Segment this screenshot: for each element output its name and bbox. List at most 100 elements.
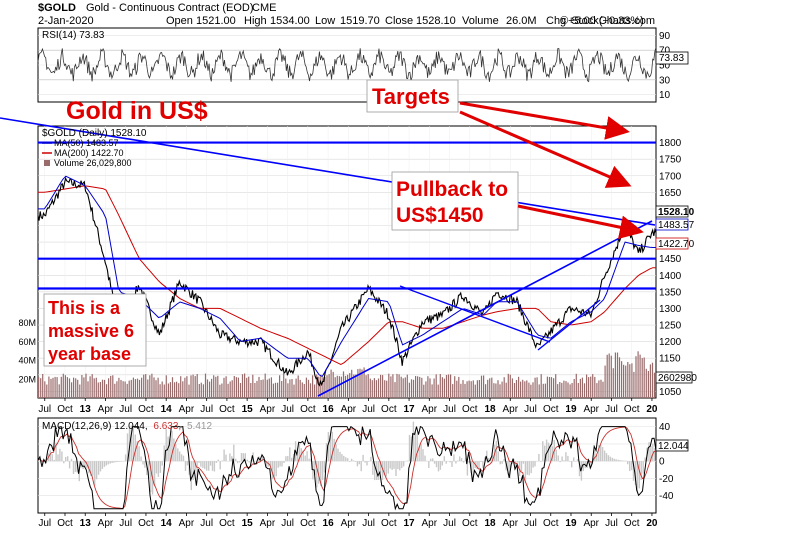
- volume-bar: [207, 379, 208, 398]
- macd-histogram-bar: [617, 460, 618, 461]
- volume-bar: [390, 376, 391, 398]
- macd-histogram-bar: [434, 461, 435, 464]
- volume-bar: [432, 384, 433, 398]
- macd-histogram-bar: [521, 461, 522, 471]
- volume-bar: [510, 375, 511, 398]
- volume-bar: [252, 375, 253, 398]
- volume-bar: [137, 379, 138, 398]
- macd-histogram-bar: [334, 439, 335, 461]
- volume-bar: [151, 374, 152, 398]
- macd-label-hist: 5.412: [187, 421, 212, 432]
- x-axis-label: Apr: [341, 404, 357, 415]
- volume-bar: [378, 379, 379, 399]
- macd-histogram-bar: [563, 460, 564, 461]
- volume-bar: [147, 380, 148, 399]
- volume-bar: [399, 374, 400, 398]
- macd-histogram-bar: [436, 461, 437, 467]
- price-tick-label: 1150: [659, 354, 681, 365]
- volume-bar: [108, 378, 109, 398]
- price-tick-label: 1450: [659, 254, 682, 265]
- volume-bar: [619, 357, 620, 398]
- volume-bar: [131, 380, 132, 398]
- volume-bar: [417, 376, 418, 398]
- macd-histogram-bar: [177, 448, 178, 461]
- macd-histogram-bar: [428, 461, 429, 468]
- macd-histogram-bar: [241, 453, 242, 461]
- chart-date: 2-Jan-2020: [38, 15, 94, 27]
- x-axis-label: Jul: [362, 404, 375, 415]
- volume-bar: [627, 362, 628, 398]
- volume-bar: [77, 380, 78, 398]
- volume-bar: [38, 377, 39, 398]
- x-axis-label: Apr: [179, 404, 195, 415]
- volume-bar: [329, 374, 330, 398]
- volume-bar: [254, 383, 255, 398]
- volume-bar: [69, 378, 70, 398]
- macd-histogram-bar: [401, 461, 402, 468]
- macd-histogram-bar: [181, 454, 182, 461]
- x-axis-label: Apr: [341, 518, 357, 529]
- macd-histogram-bar: [621, 460, 622, 461]
- volume-bar: [487, 380, 488, 398]
- x-axis-label: Apr: [502, 518, 518, 529]
- volume-bar: [514, 383, 515, 398]
- macd-histogram-bar: [432, 458, 433, 461]
- macd-histogram-bar: [654, 448, 655, 461]
- volume-bar: [172, 377, 173, 398]
- volume-bar: [304, 384, 305, 398]
- price-tick-label: 1700: [659, 171, 682, 182]
- volume-bar: [343, 371, 344, 398]
- volume-bar: [444, 379, 445, 398]
- macd-histogram-bar: [231, 456, 232, 461]
- volume-bar: [477, 380, 478, 398]
- volume-bar: [635, 356, 636, 398]
- x-axis-label: Apr: [583, 518, 599, 529]
- macd-histogram-bar: [500, 461, 501, 464]
- macd-histogram-bar: [183, 456, 184, 462]
- macd-histogram-bar: [249, 461, 250, 462]
- ohlc-open: 1521.00: [196, 15, 236, 27]
- annotation-base-line3: year base: [48, 344, 131, 364]
- macd-histogram-bar: [413, 422, 414, 462]
- volume-bar: [485, 384, 486, 398]
- ma50-value-label: 1483.57: [658, 220, 695, 231]
- x-axis-label: Oct: [300, 404, 316, 415]
- volume-bar: [508, 374, 509, 398]
- rsi-tick-label: 10: [659, 90, 671, 101]
- ohlc-low: 1519.70: [340, 15, 380, 27]
- volume-bar: [530, 385, 531, 398]
- legend-ma50: MA(50) 1483.57: [54, 138, 119, 148]
- volume-bar: [106, 384, 107, 398]
- macd-histogram-bar: [546, 440, 547, 462]
- price-tick-label: 1050: [659, 387, 682, 398]
- price-tick-label: 1250: [659, 321, 682, 332]
- volume-tick-label: 20M: [18, 375, 36, 385]
- volume-bar: [230, 382, 231, 399]
- volume-bar: [615, 353, 616, 399]
- volume-bar: [469, 381, 470, 398]
- macd-histogram-bar: [453, 454, 454, 461]
- macd-histogram-bar: [158, 461, 159, 477]
- macd-histogram-bar: [92, 461, 93, 475]
- x-axis-label: Jul: [38, 404, 51, 415]
- volume-bar: [471, 381, 472, 398]
- volume-bar: [219, 385, 220, 398]
- volume-bar: [355, 374, 356, 398]
- annotation-targets: Targets: [372, 84, 450, 109]
- volume-tick-label: 40M: [18, 356, 36, 366]
- macd-histogram-bar: [631, 461, 632, 470]
- ohlc-volume: 26.0M: [506, 15, 537, 27]
- x-axis-label: 14: [161, 404, 173, 415]
- volume-tick-label: 80M: [18, 318, 36, 328]
- macd-histogram-bar: [345, 457, 346, 461]
- macd-histogram-bar: [643, 461, 644, 473]
- macd-histogram-bar: [187, 461, 188, 465]
- volume-bar: [611, 356, 612, 398]
- volume-bar: [374, 378, 375, 398]
- volume-bar: [512, 378, 513, 398]
- volume-bar: [195, 376, 196, 398]
- macd-histogram-bar: [608, 455, 609, 461]
- volume-bar: [539, 384, 540, 398]
- volume-bar: [549, 377, 550, 398]
- volume-bar: [326, 375, 327, 398]
